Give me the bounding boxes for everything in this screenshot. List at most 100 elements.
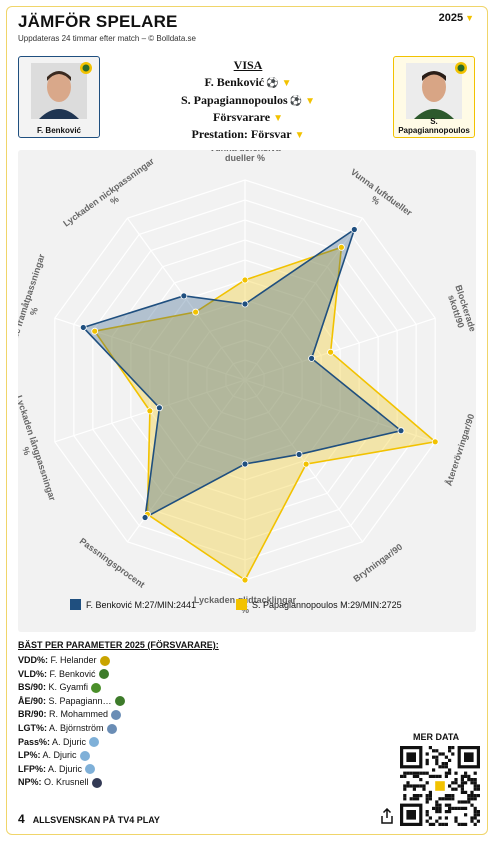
axis-label-line: Passningsprocent (78, 536, 147, 590)
season-select[interactable]: 2025 ▼ (439, 12, 474, 24)
qr-module (473, 778, 477, 782)
best-player: R. Mohammed (46, 709, 109, 720)
qr-module (416, 797, 420, 801)
prestation-select[interactable]: Prestation: Försvar ▼ (120, 127, 376, 142)
player-name-right: S. Papagiannopoulos (398, 117, 470, 135)
qr-module (444, 816, 448, 820)
qr-module (476, 813, 480, 817)
axis-label: Lyckade framåtpassningar% (18, 252, 56, 367)
club-badge-icon (114, 696, 125, 707)
qr-module (464, 822, 468, 826)
qr-module (444, 774, 448, 778)
page-title: JÄMFÖR SPELARE (18, 12, 178, 31)
qr-module (432, 822, 436, 826)
qr-module (473, 813, 477, 817)
qr-module (460, 781, 464, 785)
qr-module (438, 810, 442, 814)
qr-module (451, 781, 455, 785)
qr-module (435, 755, 439, 759)
share-icon[interactable] (380, 808, 394, 824)
qr-module (454, 806, 458, 810)
qr-module (460, 784, 464, 788)
player-photo-right (406, 63, 462, 119)
player2-label: S. Papagiannopoulos (180, 93, 288, 107)
series-point-0 (397, 427, 405, 435)
position-select[interactable]: Försvarare ▼ (120, 110, 376, 125)
club-badge-icon (80, 62, 92, 74)
qr-module (432, 755, 436, 759)
qr-module (416, 794, 420, 798)
qr-module (435, 803, 439, 807)
qr-module (422, 784, 426, 788)
player-card-right[interactable]: S. Papagiannopoulos (393, 56, 475, 138)
qr-module (438, 752, 442, 756)
qr-module (451, 746, 455, 750)
qr-module (435, 819, 439, 823)
radar-chart-panel: Vunna defensivadueller % Vunna luftduelle… (2, 143, 478, 632)
qr-module (460, 778, 464, 782)
best-key: BR/90: (18, 709, 47, 720)
best-row: BS/90: K. Gyamfi (18, 682, 102, 693)
series-point-0 (295, 451, 303, 458)
best-row: LP%: A. Djuric (18, 750, 90, 761)
qr-module (451, 787, 455, 791)
qr-module (438, 822, 442, 826)
grid-spoke (244, 317, 436, 381)
chevron-down-icon: ▼ (273, 113, 283, 124)
qr-module (416, 771, 420, 775)
qr-module (444, 794, 448, 798)
qr-module (419, 771, 423, 775)
qr-module (441, 752, 445, 756)
qr-module (444, 810, 448, 814)
qr-module (464, 771, 468, 775)
best-player: F. Benković (47, 668, 96, 679)
qr-module (435, 762, 439, 766)
qr-module (473, 822, 477, 826)
qr-module (412, 774, 416, 778)
best-key: LFP%: (18, 763, 46, 774)
qr-module (406, 771, 410, 775)
series-point-1 (91, 327, 99, 335)
best-key: Pass%: (18, 736, 51, 747)
chevron-down-icon: ▼ (465, 13, 474, 23)
legend-swatch (236, 599, 247, 610)
qr-module (425, 771, 429, 775)
axis-label: Lyckaden nickpassningar% (61, 156, 162, 237)
axis-label: Vunna defensivadueller % (209, 150, 281, 163)
best-key: LGT%: (18, 723, 47, 733)
qr-module (444, 765, 448, 769)
qr-module (460, 790, 464, 794)
qr-module (451, 794, 455, 798)
ball-icon: ⚽ (289, 96, 303, 107)
qr-module (470, 816, 474, 820)
season-value: 2025 (438, 12, 464, 24)
qr-module (425, 819, 429, 823)
qr-module (444, 797, 448, 801)
qr-module (432, 768, 436, 772)
qr-module (425, 758, 429, 762)
qr-module (448, 771, 452, 775)
best-key: NP%: (18, 777, 42, 788)
qr-module (473, 797, 477, 801)
qr-module (464, 813, 468, 817)
qr-module (448, 806, 452, 810)
player2-select[interactable]: S. Papagiannopoulos ⚽ ▼ (120, 93, 376, 108)
best-key: VDD%: (18, 655, 49, 665)
best-row: ÅE/90: S. Papagiann… (18, 696, 125, 707)
qr-module (425, 752, 429, 756)
qr-module (448, 758, 452, 762)
qr-module (476, 784, 480, 788)
series-point-0 (308, 354, 315, 362)
series-point-0 (141, 514, 149, 521)
qr-module (416, 774, 420, 778)
club-badge-icon (79, 750, 90, 761)
qr-code[interactable] (400, 746, 480, 826)
footer[interactable]: 4 ALLSVENSKAN PÅ TV4 PLAY (18, 812, 160, 826)
qr-module (409, 771, 413, 775)
qr-module (425, 800, 429, 804)
qr-module (454, 781, 458, 785)
player1-select[interactable]: F. Benković ⚽ ▼ (120, 75, 376, 90)
qr-module (435, 800, 439, 804)
player-card-left[interactable]: F. Benković (18, 56, 100, 138)
qr-module (454, 819, 458, 823)
